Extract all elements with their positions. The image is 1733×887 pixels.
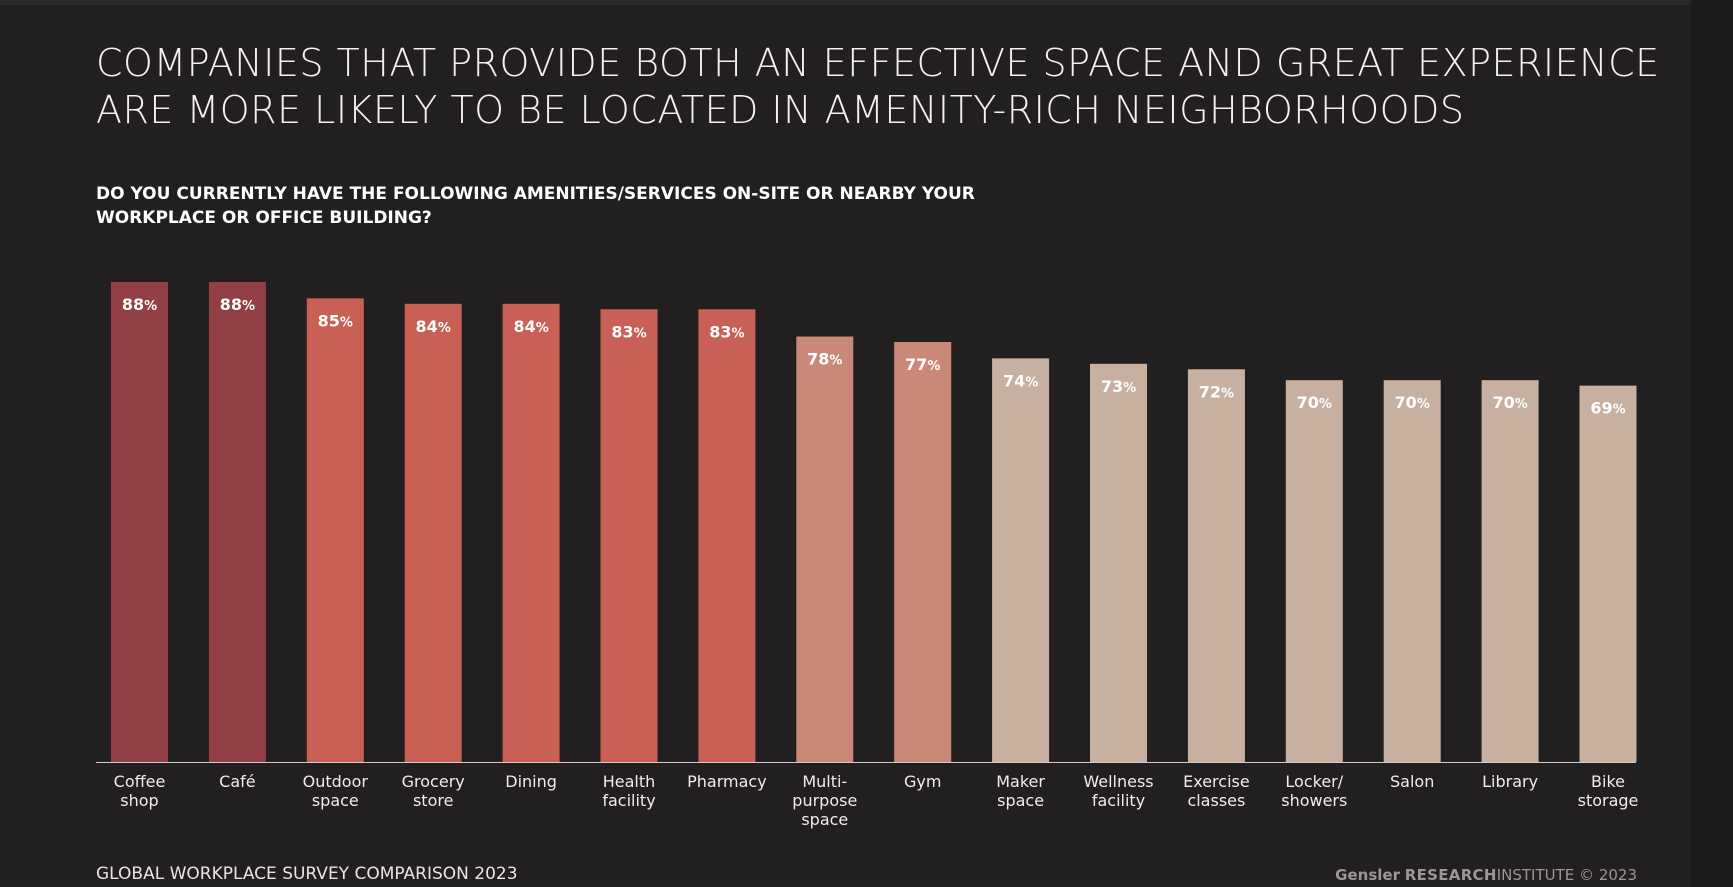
category-label-7: Multi-purpose space (792, 772, 857, 829)
category-label-12: Locker/showers (1281, 772, 1347, 810)
category-label-8: Gym (904, 772, 941, 791)
bar-5 (600, 309, 658, 762)
research-word: RESEARCH (1404, 866, 1497, 884)
category-label-5: Health facility (602, 772, 655, 810)
bar-value-label-0: 88% (122, 295, 157, 314)
page-title: COMPANIES THAT PROVIDE BOTH AN EFFECTIVE… (96, 40, 1696, 134)
bar-group: 88% 88% 85% 84% 84% 83% 83% 78% 77% 74% 73% 72% 70% 7… (111, 282, 1637, 762)
bar-value-label-13: 70% (1395, 393, 1430, 412)
category-label-1: Café (219, 772, 255, 791)
bar-10 (1090, 363, 1147, 762)
copyright-text: © 2023 (1579, 866, 1637, 884)
bar-value-label-4: 84% (513, 317, 548, 336)
category-label-2: Outdoor space (303, 772, 369, 810)
category-label-15: Bike storage (1578, 772, 1639, 810)
institute-word: INSTITUTE (1496, 866, 1575, 884)
top-border (0, 0, 1733, 5)
bar-13 (1383, 380, 1441, 762)
bar-2 (306, 298, 364, 762)
bar-15 (1579, 385, 1637, 762)
bar-3 (404, 303, 462, 762)
survey-question-line-1: DO YOU CURRENTLY HAVE THE FOLLOWING AMEN… (96, 184, 975, 204)
bar-value-label-2: 85% (318, 311, 353, 330)
bar-value-label-8: 77% (905, 355, 940, 374)
bar-12 (1285, 380, 1343, 762)
bar-8 (894, 342, 952, 762)
category-label-10: Wellness facility (1083, 772, 1153, 810)
bar-value-label-7: 78% (807, 350, 842, 369)
survey-question-line-2: WORKPLACE OR OFFICE BUILDING? (96, 208, 432, 228)
bar-value-label-5: 83% (611, 322, 646, 341)
category-label-14: Library (1482, 772, 1538, 791)
bar-value-label-11: 72% (1199, 382, 1234, 401)
right-edge-strip (1691, 0, 1733, 887)
bar-7 (796, 336, 854, 762)
bar-11 (1187, 369, 1245, 762)
bar-value-label-10: 73% (1101, 377, 1136, 396)
category-label-11: Exercise classes (1183, 772, 1250, 810)
bar-value-label-1: 88% (220, 295, 255, 314)
bar-4 (502, 303, 560, 762)
category-label-4: Dining (505, 772, 557, 791)
publisher-credit: Gensler RESEARCHINSTITUTE © 2023 (1335, 866, 1637, 884)
category-label-group: Coffee shop Café Outdoor space Grocery store Di… (114, 772, 1639, 829)
bar-0 (111, 282, 168, 762)
bar-value-label-15: 69% (1590, 399, 1625, 418)
survey-source: GLOBAL WORKPLACE SURVEY COMPARISON 2023 (96, 864, 518, 884)
category-label-13: Salon (1390, 772, 1434, 791)
bar-6 (698, 309, 756, 762)
bar-value-label-6: 83% (709, 322, 744, 341)
bar-value-label-9: 74% (1003, 371, 1038, 390)
amenities-bar-chart: 88% 88% 85% 84% 84% 83% 83% 78% 77% 74% 73% 72% 70% 7… (96, 282, 1639, 829)
category-label-3: Grocery store (402, 772, 465, 810)
survey-question: DO YOU CURRENTLY HAVE THE FOLLOWING AMEN… (96, 182, 996, 230)
category-label-0: Coffee shop (114, 772, 166, 810)
bar-1 (208, 282, 266, 762)
category-label-6: Pharmacy (687, 772, 767, 791)
bar-value-label-12: 70% (1297, 393, 1332, 412)
bar-9 (992, 358, 1050, 762)
page-title-line-1: COMPANIES THAT PROVIDE BOTH AN EFFECTIVE… (96, 41, 1660, 85)
category-label-9: Maker space (996, 772, 1045, 810)
bar-value-label-3: 84% (416, 317, 451, 336)
page-title-line-2: ARE MORE LIKELY TO BE LOCATED IN AMENITY… (96, 88, 1465, 132)
bar-value-label-14: 70% (1492, 393, 1527, 412)
bar-14 (1481, 380, 1539, 762)
brand-name: Gensler (1335, 866, 1400, 884)
